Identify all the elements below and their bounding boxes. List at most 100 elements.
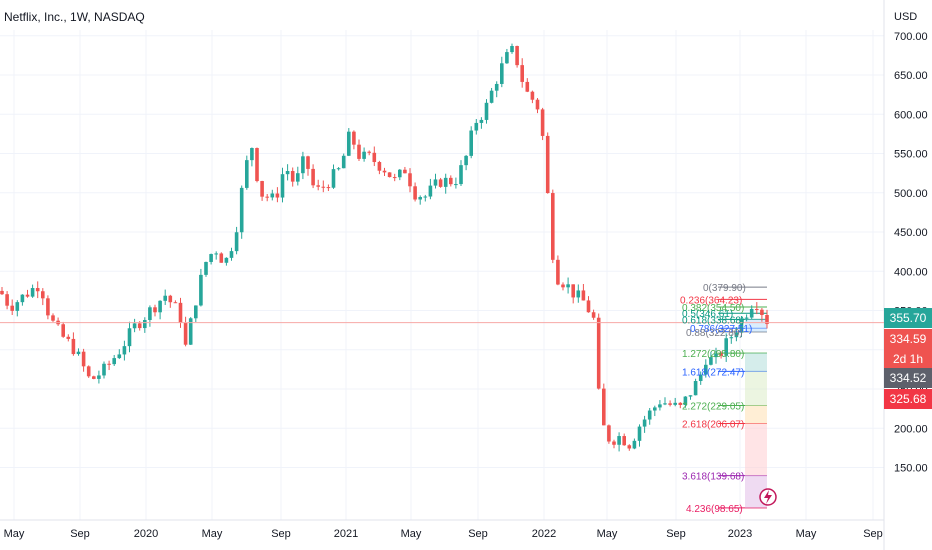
fib-label: 0.236(364.23)	[680, 295, 742, 306]
x-tick-label: Sep	[468, 528, 488, 540]
y-tick-label: 400.00	[894, 266, 928, 278]
y-tick-label: 700.00	[894, 31, 928, 43]
candle	[617, 436, 621, 445]
candle	[158, 300, 162, 313]
candle	[668, 403, 672, 405]
candle	[102, 363, 106, 376]
candle	[270, 193, 275, 198]
candle	[433, 179, 438, 186]
fib-band	[745, 405, 767, 424]
candle	[362, 151, 366, 159]
candle	[642, 419, 647, 427]
fib-label: 1.272(295.80)	[682, 349, 744, 360]
candle	[535, 99, 540, 110]
fib-label: 0.88(322.80)	[686, 328, 743, 339]
candle	[653, 407, 657, 411]
candle	[520, 65, 524, 82]
candle	[188, 318, 193, 345]
candle	[234, 232, 239, 252]
currency-label: USD	[894, 11, 917, 23]
candle	[464, 155, 468, 166]
candle	[209, 254, 213, 262]
candle	[474, 122, 479, 131]
candle	[387, 172, 392, 178]
y-tick-label: 500.00	[894, 188, 928, 200]
candle	[576, 290, 581, 298]
candle	[30, 288, 35, 297]
candle	[515, 46, 519, 66]
candle	[494, 83, 499, 91]
candle	[219, 253, 224, 263]
candle	[163, 295, 167, 301]
candle	[137, 323, 142, 329]
candle	[591, 312, 596, 318]
fib-label: 1.618(272.47)	[682, 367, 744, 378]
candle	[459, 165, 463, 185]
y-tick-label: 150.00	[894, 463, 928, 475]
candle	[97, 375, 101, 379]
fib-label: 0.786(327.51)	[690, 324, 752, 335]
candle	[296, 173, 300, 182]
candle	[540, 109, 545, 136]
candle	[658, 404, 662, 408]
fib-label: 3.618(139.68)	[682, 472, 744, 483]
candle	[602, 388, 606, 426]
high-price-badge: 355.70	[884, 308, 932, 328]
candle	[25, 294, 30, 297]
candle	[469, 130, 473, 156]
candle	[122, 346, 127, 355]
candle	[484, 102, 489, 120]
candle	[377, 162, 382, 171]
x-tick-label: May	[4, 528, 25, 540]
x-tick-label: 2020	[134, 528, 158, 540]
candle	[489, 90, 494, 103]
candle	[265, 196, 269, 198]
candle	[571, 284, 575, 298]
fib-label: 2.618(206.07)	[682, 420, 744, 431]
candle	[81, 351, 86, 367]
candle	[341, 155, 346, 169]
candle	[556, 259, 560, 285]
candle	[586, 300, 591, 313]
candle	[41, 291, 45, 299]
candle	[683, 396, 688, 405]
candle	[255, 148, 259, 182]
candle	[423, 196, 428, 198]
candle	[357, 144, 361, 159]
candle	[709, 357, 713, 365]
y-tick-label: 450.00	[894, 227, 928, 239]
x-tick-label: 2023	[728, 528, 752, 540]
candle	[632, 440, 637, 449]
candle	[148, 307, 152, 321]
fib-label: 0(379.90)	[703, 283, 746, 294]
candle	[724, 338, 728, 356]
candle	[392, 177, 397, 179]
candle	[275, 193, 280, 198]
candle	[311, 168, 315, 186]
candle	[637, 426, 642, 441]
candle	[734, 332, 739, 338]
y-tick-label: 200.00	[894, 423, 928, 435]
countdown-badge: 2d 1h	[884, 349, 932, 369]
candle	[76, 351, 81, 355]
candle	[10, 305, 14, 311]
candle	[214, 253, 218, 255]
earnings-bolt-icon[interactable]	[759, 488, 777, 506]
x-tick-label: May	[597, 528, 618, 540]
candle	[612, 441, 616, 445]
candle	[306, 156, 310, 169]
candle	[663, 403, 667, 405]
candle	[229, 251, 234, 258]
fib-band	[745, 423, 767, 476]
candle	[500, 63, 504, 84]
fib-label: 4.236(98.65)	[686, 504, 743, 515]
candle	[413, 186, 417, 200]
candle	[561, 284, 565, 288]
candle	[239, 187, 244, 233]
candle	[326, 187, 331, 189]
candle	[545, 135, 550, 194]
candle	[673, 402, 677, 405]
x-tick-label: Sep	[271, 528, 291, 540]
